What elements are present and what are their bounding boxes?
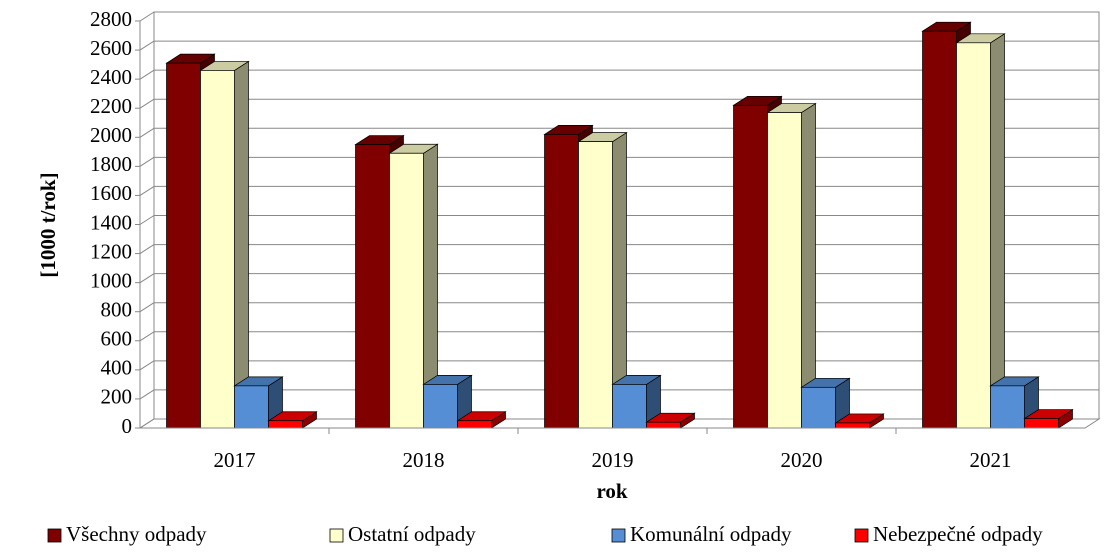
legend-label: Ostatní odpady <box>348 522 476 546</box>
bar <box>355 144 390 429</box>
y-tick-label: 1600 <box>90 181 132 205</box>
bar <box>767 112 802 429</box>
x-axis-label: rok <box>596 479 627 503</box>
grid-slant <box>139 244 155 254</box>
y-tick-label: 800 <box>101 298 133 322</box>
bar <box>457 420 492 429</box>
bar <box>922 30 957 429</box>
grid-slant <box>139 69 155 80</box>
y-tick-label: 2200 <box>90 94 132 118</box>
grid-slant <box>139 360 155 371</box>
grid-slant <box>139 127 155 138</box>
legend-swatch <box>854 528 869 543</box>
grid-slant <box>139 186 155 196</box>
y-tick-label: 400 <box>101 356 133 380</box>
y-tick-label: 0 <box>122 414 133 438</box>
legend-swatch <box>329 528 344 543</box>
bar <box>200 70 235 429</box>
legend-label: Všechny odpady <box>66 522 207 546</box>
bar <box>166 62 201 429</box>
grid-slant <box>139 215 155 225</box>
bar <box>423 384 458 429</box>
bar <box>234 385 269 429</box>
y-tick-label: 2000 <box>90 123 132 147</box>
grid-slant <box>139 156 155 167</box>
bar <box>612 384 647 429</box>
y-axis-label: [1000 t/rok] <box>36 172 60 277</box>
bar <box>578 141 613 429</box>
bar <box>990 385 1025 429</box>
x-tick-label: 2021 <box>970 448 1012 472</box>
grid-slant <box>139 331 155 342</box>
y-tick-label: 2400 <box>90 65 132 89</box>
grid-slant <box>139 302 155 313</box>
bar <box>544 134 579 429</box>
y-tick-label: 600 <box>101 327 133 351</box>
bar <box>268 420 303 429</box>
bar <box>646 421 681 429</box>
y-tick-label: 1000 <box>90 268 132 292</box>
bar <box>801 386 836 429</box>
y-tick-label: 1800 <box>90 152 132 176</box>
x-tick-label: 2017 <box>214 448 256 472</box>
legend-swatch <box>47 528 62 543</box>
grid-slant <box>139 40 155 51</box>
grid-slant <box>139 389 155 400</box>
y-tick-label: 2600 <box>90 36 132 60</box>
bar-side <box>990 33 1005 429</box>
bar <box>733 104 768 429</box>
grid-slant <box>139 273 155 284</box>
legend-label: Komunální odpady <box>630 522 792 546</box>
bar <box>835 422 870 429</box>
x-tick-label: 2020 <box>781 448 823 472</box>
legend-label: Nebezpečné odpady <box>873 522 1043 546</box>
y-tick-label: 1400 <box>90 210 132 234</box>
bar <box>389 152 424 429</box>
bar <box>1024 418 1059 429</box>
bar <box>956 42 991 429</box>
y-tick-label: 2800 <box>90 7 132 31</box>
y-tick-label: 1200 <box>90 239 132 263</box>
grid-slant <box>139 98 155 109</box>
x-tick-label: 2019 <box>592 448 634 472</box>
grid-slant <box>139 418 155 429</box>
y-tick-label: 200 <box>101 385 133 409</box>
legend-swatch <box>611 528 626 543</box>
grid-slant <box>139 11 155 22</box>
bar-side <box>234 60 249 429</box>
x-tick-label: 2018 <box>403 448 445 472</box>
